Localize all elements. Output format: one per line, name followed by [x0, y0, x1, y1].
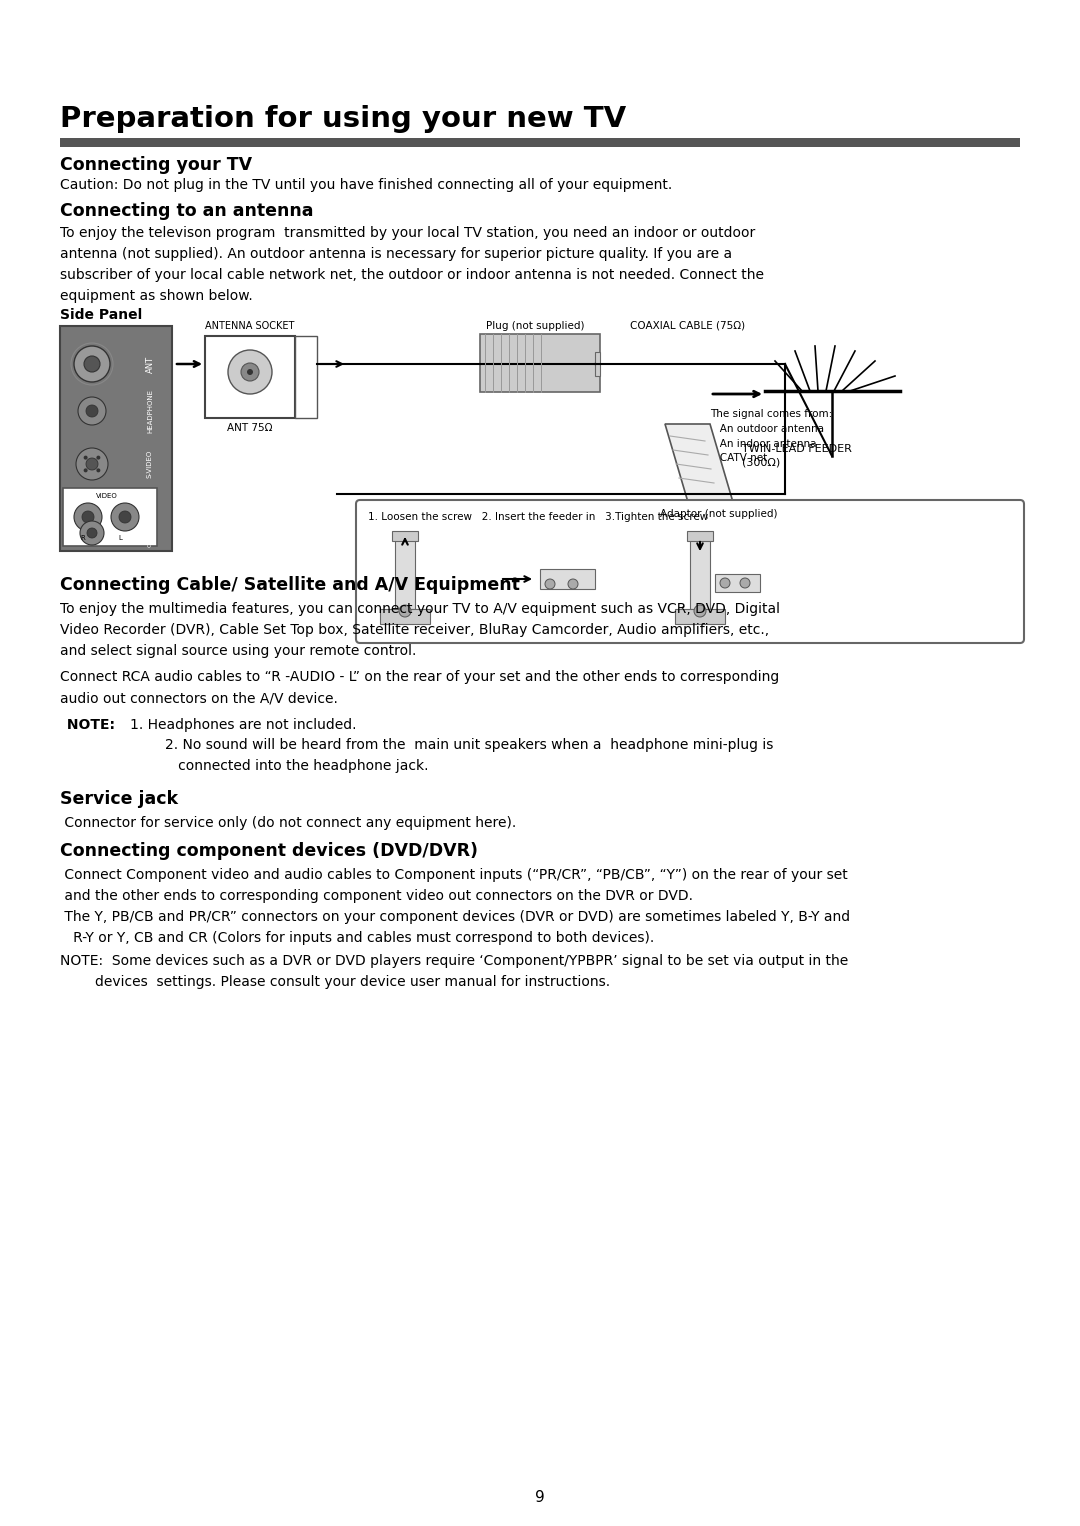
Bar [595, 353, 600, 375]
Circle shape [228, 349, 272, 394]
Bar [60, 327, 172, 551]
Circle shape [545, 578, 555, 589]
Circle shape [96, 468, 100, 473]
Text: Connect RCA audio cables to “R -AUDIO - L” on the rear of your set and the other: Connect RCA audio cables to “R -AUDIO - … [60, 670, 780, 705]
Circle shape [78, 397, 106, 426]
Text: R: R [81, 536, 85, 542]
Text: Connector for service only (do not connect any equipment here).: Connector for service only (do not conne… [60, 816, 516, 830]
Circle shape [399, 604, 411, 617]
Text: HEADPHONE: HEADPHONE [147, 389, 153, 433]
Circle shape [76, 449, 108, 481]
Circle shape [87, 528, 97, 539]
Text: IN: IN [146, 513, 154, 520]
Circle shape [84, 356, 100, 372]
Text: NOTE:: NOTE: [62, 719, 114, 732]
FancyBboxPatch shape [356, 501, 1024, 642]
Text: ANT: ANT [146, 356, 154, 372]
Circle shape [75, 504, 102, 531]
Circle shape [111, 504, 139, 531]
Circle shape [694, 604, 706, 617]
Text: NOTE:  Some devices such as a DVR or DVD players require ‘Component/YPBPR’ signa: NOTE: Some devices such as a DVR or DVD … [60, 954, 848, 989]
Bar [687, 531, 713, 542]
Text: Caution: Do not plug in the TV until you have finished connecting all of your eq: Caution: Do not plug in the TV until you… [60, 179, 672, 192]
Text: COAXIAL: COAXIAL [148, 519, 152, 546]
Text: COAXIAL CABLE (75Ω): COAXIAL CABLE (75Ω) [630, 320, 745, 331]
Text: ANTENNA SOCKET: ANTENNA SOCKET [205, 320, 295, 331]
Circle shape [740, 578, 750, 588]
Bar [380, 609, 430, 624]
Circle shape [568, 578, 578, 589]
Polygon shape [665, 424, 735, 510]
Text: Side Panel: Side Panel [60, 308, 143, 322]
Bar [63, 488, 157, 546]
Text: TWIN-LEAD FEEDER
(300Ω): TWIN-LEAD FEEDER (300Ω) [742, 444, 852, 467]
Circle shape [83, 468, 87, 473]
Text: The signal comes from:
   An outdoor antenna
   An indoor antenna
   CATV net: The signal comes from: An outdoor antenn… [710, 409, 833, 464]
Bar [395, 539, 415, 609]
Bar [295, 336, 318, 418]
Bar [392, 531, 418, 542]
Circle shape [86, 458, 98, 470]
Text: 1. Loosen the screw   2. Insert the feeder in   3.Tighten the screw: 1. Loosen the screw 2. Insert the feeder… [368, 513, 708, 522]
Bar [690, 539, 710, 609]
Circle shape [83, 456, 87, 459]
Circle shape [241, 363, 259, 382]
Text: 1. Headphones are not included.: 1. Headphones are not included. [130, 719, 356, 732]
Circle shape [96, 456, 100, 459]
Text: The Y, PB/CB and PR/CR” connectors on your component devices (DVR or DVD) are so: The Y, PB/CB and PR/CR” connectors on yo… [60, 909, 850, 945]
Bar [540, 569, 595, 589]
Bar [60, 137, 1020, 146]
Text: To enjoy the multimedia features, you can connect your TV to A/V equipment such : To enjoy the multimedia features, you ca… [60, 601, 780, 658]
Circle shape [119, 511, 131, 523]
Text: To enjoy the televison program  transmitted by your local TV station, you need a: To enjoy the televison program transmitt… [60, 226, 764, 304]
Text: Service jack: Service jack [60, 790, 178, 807]
Text: VIDEO: VIDEO [96, 493, 118, 499]
Text: Preparation for using your new TV: Preparation for using your new TV [60, 105, 626, 133]
Circle shape [80, 520, 104, 545]
Text: S-VIDEO: S-VIDEO [147, 450, 153, 478]
Text: 2. No sound will be heard from the  main unit speakers when a  headphone mini-pl: 2. No sound will be heard from the main … [165, 739, 773, 774]
Bar [715, 574, 760, 592]
Circle shape [720, 578, 730, 588]
Text: Plug (not supplied): Plug (not supplied) [486, 320, 584, 331]
Text: Adaptor (not supplied): Adaptor (not supplied) [660, 510, 778, 519]
Text: ANT 75Ω: ANT 75Ω [227, 423, 273, 433]
Bar [480, 334, 600, 392]
Text: Connecting component devices (DVD/DVR): Connecting component devices (DVD/DVR) [60, 842, 478, 861]
Bar [205, 336, 295, 418]
Text: Connecting to an antenna: Connecting to an antenna [60, 201, 313, 220]
Bar [675, 609, 725, 624]
Circle shape [86, 404, 98, 417]
Circle shape [247, 369, 253, 375]
Text: Connecting your TV: Connecting your TV [60, 156, 252, 174]
Text: L: L [118, 536, 122, 542]
Text: Connect Component video and audio cables to Component inputs (“PR/CR”, “PB/CB”, : Connect Component video and audio cables… [60, 868, 848, 903]
Text: Connecting Cable/ Satellite and A/V Equipment: Connecting Cable/ Satellite and A/V Equi… [60, 575, 519, 594]
Text: 9: 9 [535, 1489, 545, 1505]
Circle shape [75, 346, 110, 382]
Circle shape [82, 511, 94, 523]
